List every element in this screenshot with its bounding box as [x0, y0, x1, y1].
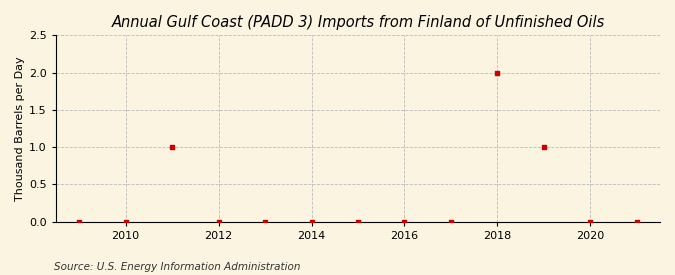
Point — [260, 219, 271, 224]
Point — [120, 219, 131, 224]
Point — [585, 219, 596, 224]
Point — [352, 219, 363, 224]
Point — [74, 219, 84, 224]
Point — [492, 70, 503, 75]
Point — [631, 219, 642, 224]
Text: Source: U.S. Energy Information Administration: Source: U.S. Energy Information Administ… — [54, 262, 300, 272]
Y-axis label: Thousand Barrels per Day: Thousand Barrels per Day — [15, 56, 25, 201]
Point — [539, 145, 549, 149]
Point — [446, 219, 456, 224]
Point — [167, 145, 178, 149]
Point — [399, 219, 410, 224]
Point — [306, 219, 317, 224]
Point — [213, 219, 224, 224]
Title: Annual Gulf Coast (PADD 3) Imports from Finland of Unfinished Oils: Annual Gulf Coast (PADD 3) Imports from … — [111, 15, 605, 30]
